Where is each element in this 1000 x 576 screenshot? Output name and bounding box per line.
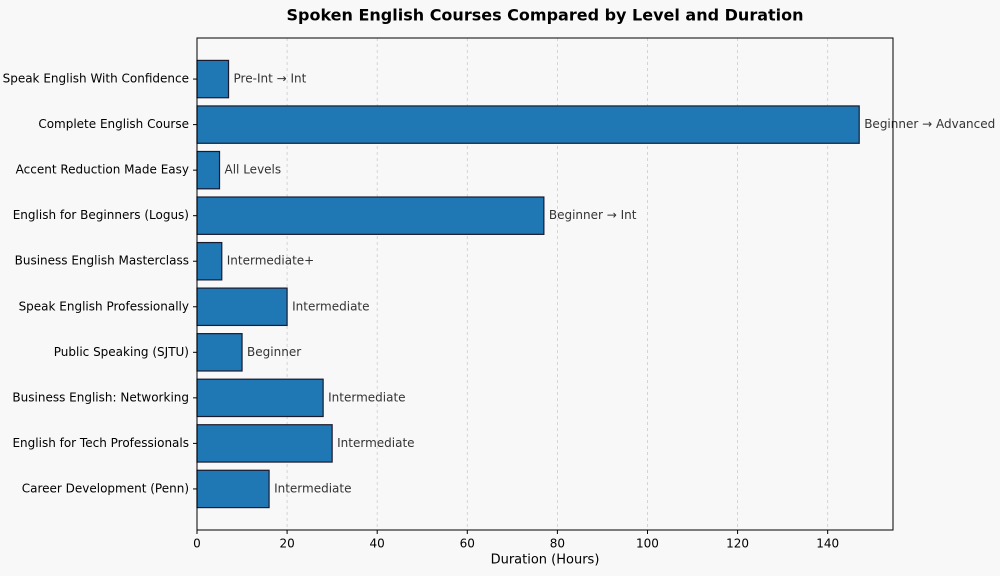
y-tick-label: Business English Masterclass	[15, 254, 189, 268]
bar	[196, 105, 860, 144]
y-tick-label: Complete English Course	[38, 117, 189, 131]
bar-annotation: Intermediate	[274, 481, 351, 495]
y-tick-label: Accent Reduction Made Easy	[16, 163, 189, 177]
y-tick-label: English for Tech Professionals	[12, 436, 189, 450]
bar	[196, 150, 221, 190]
bar-annotation: Pre-Int → Int	[234, 72, 307, 86]
bar-annotation: Intermediate	[292, 299, 369, 313]
bar-annotation: Intermediate	[328, 390, 405, 404]
bar	[196, 196, 545, 235]
y-tick-label: English for Beginners (Logus)	[13, 208, 189, 222]
chart-title: Spoken English Courses Compared by Level…	[286, 6, 803, 25]
bar-annotation: Beginner → Int	[549, 208, 637, 222]
x-tick-label: 140	[816, 537, 839, 551]
x-tick-label: 100	[636, 537, 659, 551]
bar	[196, 333, 243, 372]
x-tick-label: 120	[726, 537, 749, 551]
plot-frame	[196, 37, 894, 531]
x-tick-label: 20	[279, 537, 294, 551]
bar-annotation: Intermediate	[337, 436, 414, 450]
x-tick-label: 60	[460, 537, 475, 551]
bar-annotation: Intermediate+	[227, 254, 314, 268]
bar	[196, 424, 333, 463]
bar	[196, 59, 230, 99]
bar	[196, 287, 288, 327]
y-tick-label: Business English: Networking	[12, 390, 189, 404]
y-tick-label: Public Speaking (SJTU)	[54, 345, 189, 359]
bar-annotation: All Levels	[225, 163, 282, 177]
x-tick-label: 80	[550, 537, 565, 551]
y-tick-label: Speak English With Confidence	[3, 72, 189, 86]
bar-annotation: Beginner → Advanced	[864, 117, 995, 131]
bar	[196, 241, 223, 281]
y-tick-label: Career Development (Penn)	[22, 481, 189, 495]
x-tick-label: 40	[370, 537, 385, 551]
bar	[196, 469, 270, 509]
bar-annotation: Beginner	[247, 345, 301, 359]
y-tick-label: Speak English Professionally	[19, 299, 189, 313]
x-axis-label: Duration (Hours)	[491, 553, 600, 568]
bar	[196, 378, 324, 418]
x-tick-label: 0	[193, 537, 201, 551]
